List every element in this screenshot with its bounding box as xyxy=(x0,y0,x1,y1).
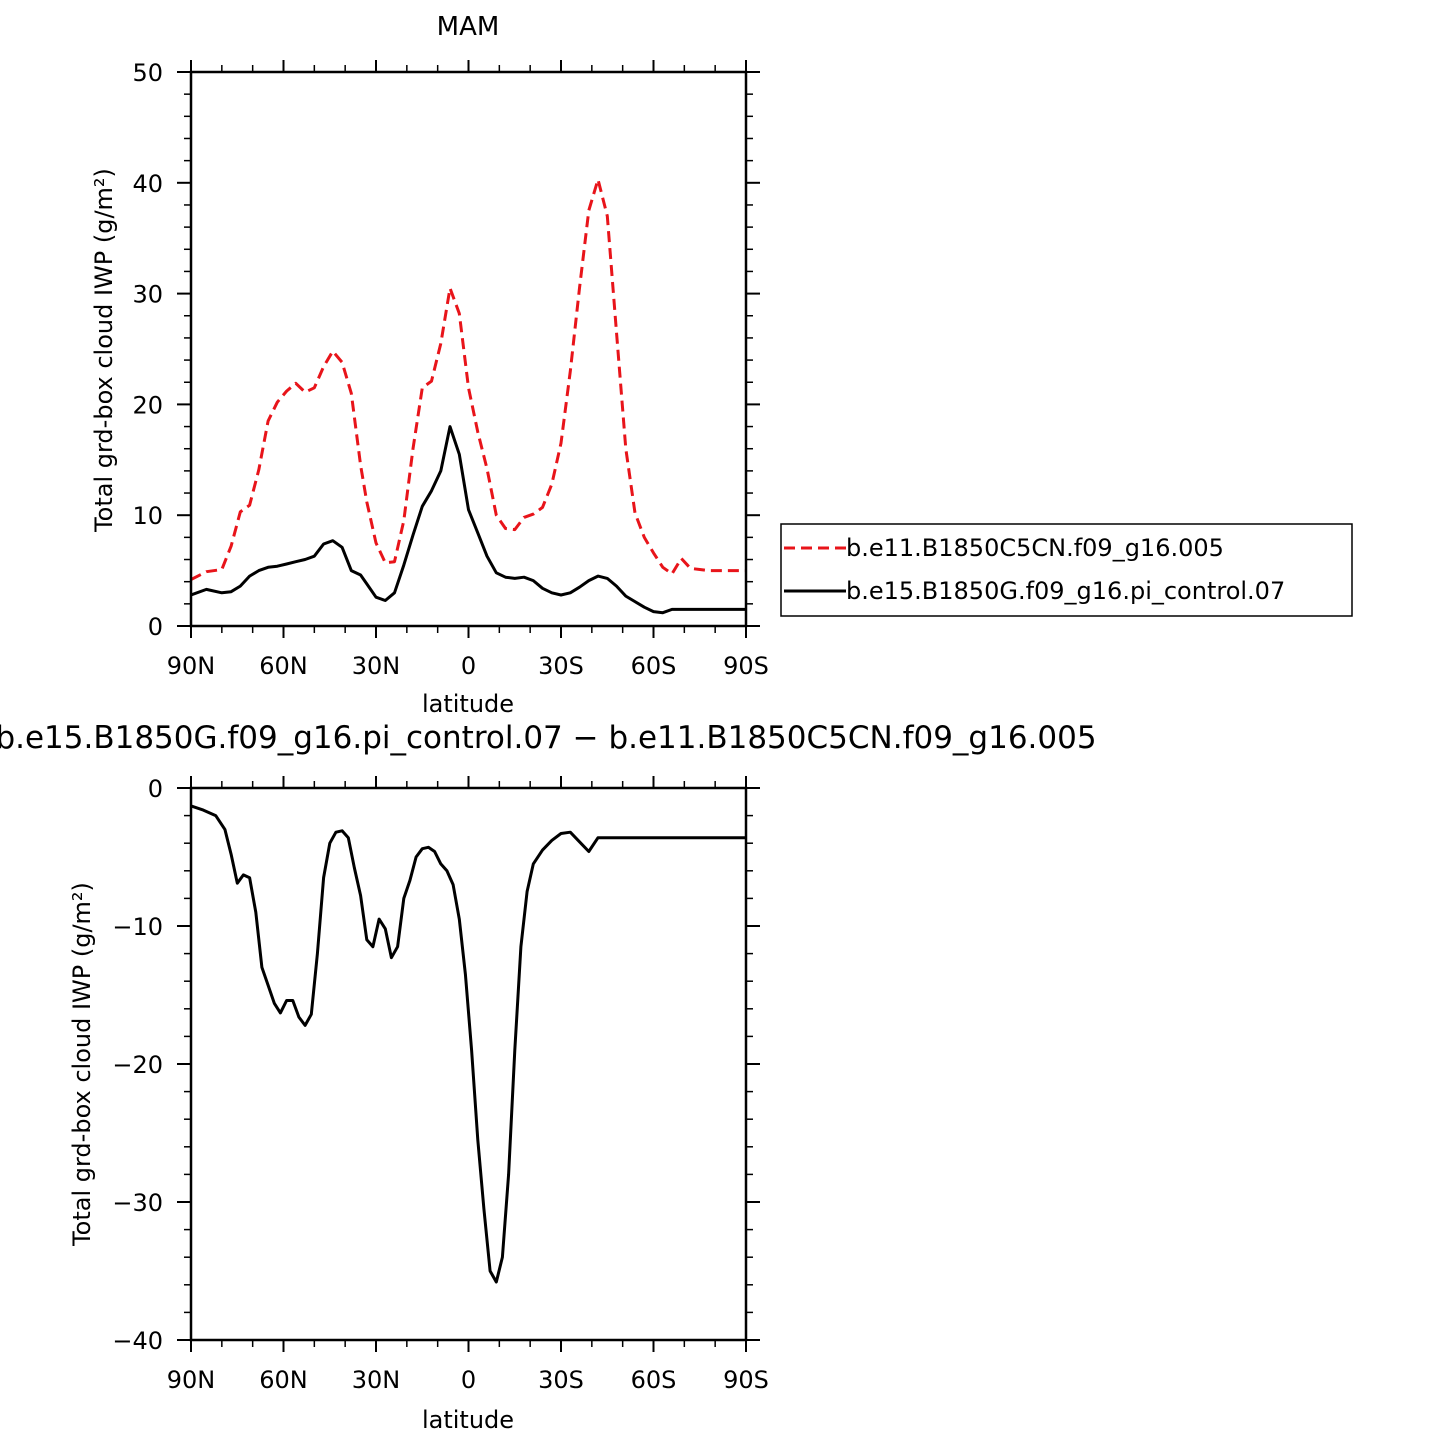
top-y-tick-label: 40 xyxy=(132,170,163,198)
bottom-x-tick-label: 60N xyxy=(259,1366,308,1394)
top-x-tick-label: 60S xyxy=(631,652,677,680)
bottom-y-tick-label: 0 xyxy=(148,775,163,803)
bottom-y-axis-label: Total grd-box cloud IWP (g/m²) xyxy=(68,882,96,1247)
bottom-series-line-1 xyxy=(191,804,746,1284)
bottom-y-tick-label: −10 xyxy=(112,913,163,941)
bottom-x-tick-label: 30S xyxy=(538,1366,584,1394)
top-series-line-1 xyxy=(191,178,746,581)
bottom-y-tick-label: −30 xyxy=(112,1189,163,1217)
top-x-tick-label: 90N xyxy=(167,652,216,680)
legend-box xyxy=(780,523,1353,617)
bottom-y-tick-label: −20 xyxy=(112,1051,163,1079)
top-x-tick-label: 30S xyxy=(538,652,584,680)
top-y-tick-label: 30 xyxy=(132,281,163,309)
bottom-x-tick-label: 0 xyxy=(461,1366,476,1394)
bottom-x-tick-label: 90N xyxy=(167,1366,216,1394)
top-series-line-2 xyxy=(191,425,746,615)
bottom-panel: b.e15.B1850G.f09_g16.pi_control.07 − b.e… xyxy=(0,720,1097,1434)
top-chart-title: MAM xyxy=(437,12,500,42)
top-y-tick-label: 50 xyxy=(132,59,163,87)
bottom-x-tick-label: 90S xyxy=(723,1366,769,1394)
legend: b.e11.B1850C5CN.f09_g16.005 b.e15.B1850G… xyxy=(780,523,1353,617)
legend-label-series-2: b.e15.B1850G.f09_g16.pi_control.07 xyxy=(846,577,1285,605)
bottom-x-axis-label: latitude xyxy=(422,1406,514,1434)
top-x-tick-label: 30N xyxy=(352,652,401,680)
top-x-tick-label: 90S xyxy=(723,652,769,680)
top-y-tick-label: 10 xyxy=(132,502,163,530)
top-x-tick-label: 60N xyxy=(259,652,308,680)
bottom-chart-title: b.e15.B1850G.f09_g16.pi_control.07 − b.e… xyxy=(0,720,1097,756)
bottom-x-tick-label: 60S xyxy=(631,1366,677,1394)
top-y-axis-label: Total grd-box cloud IWP (g/m²) xyxy=(90,168,118,533)
top-y-tick-label: 20 xyxy=(132,391,163,419)
top-x-tick-label: 0 xyxy=(461,652,476,680)
top-x-axis-label: latitude xyxy=(422,690,514,718)
top-plot-frame xyxy=(189,70,748,628)
bottom-y-tick-label: −40 xyxy=(112,1327,163,1355)
legend-label-series-1: b.e11.B1850C5CN.f09_g16.005 xyxy=(846,534,1224,562)
top-y-tick-label: 0 xyxy=(148,613,163,641)
bottom-x-tick-label: 30N xyxy=(352,1366,401,1394)
bottom-plot-frame xyxy=(189,786,748,1342)
top-panel: MAM 90N 60N 30N 0 30S 60S 90S 0 10 20 30 40 50 latit… xyxy=(90,12,769,718)
